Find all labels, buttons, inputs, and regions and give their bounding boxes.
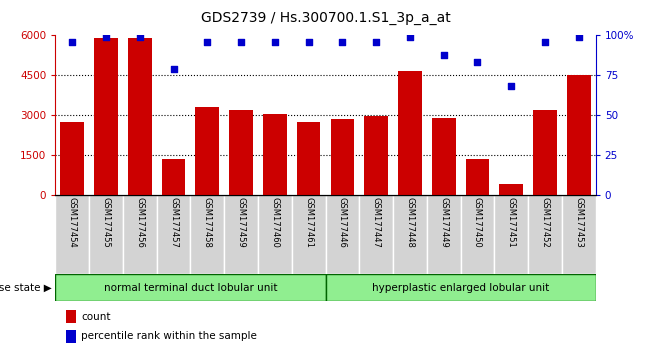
Bar bbox=[195, 107, 219, 195]
Text: hyperplastic enlarged lobular unit: hyperplastic enlarged lobular unit bbox=[372, 282, 549, 293]
Bar bbox=[123, 195, 157, 274]
Text: GDS2739 / Hs.300700.1.S1_3p_a_at: GDS2739 / Hs.300700.1.S1_3p_a_at bbox=[201, 11, 450, 25]
Text: GSM177460: GSM177460 bbox=[270, 197, 279, 248]
Bar bbox=[359, 195, 393, 274]
Text: GSM177451: GSM177451 bbox=[506, 197, 516, 248]
Bar bbox=[393, 195, 427, 274]
Bar bbox=[61, 122, 84, 195]
Bar bbox=[365, 116, 388, 195]
Bar bbox=[326, 195, 359, 274]
Text: GSM177452: GSM177452 bbox=[540, 197, 549, 248]
Point bbox=[303, 39, 314, 45]
Bar bbox=[499, 184, 523, 195]
Bar bbox=[66, 310, 76, 323]
Bar bbox=[432, 118, 456, 195]
Bar bbox=[258, 195, 292, 274]
Text: GSM177446: GSM177446 bbox=[338, 197, 347, 248]
Text: GSM177456: GSM177456 bbox=[135, 197, 145, 248]
Text: count: count bbox=[81, 312, 111, 322]
Point bbox=[439, 52, 449, 57]
Point bbox=[202, 39, 212, 45]
Bar bbox=[461, 195, 494, 274]
Bar bbox=[326, 274, 596, 301]
Text: GSM177461: GSM177461 bbox=[304, 197, 313, 248]
Text: GSM177455: GSM177455 bbox=[102, 197, 111, 248]
Point bbox=[101, 34, 111, 40]
Bar bbox=[533, 110, 557, 195]
Bar bbox=[567, 75, 590, 195]
Point bbox=[135, 34, 145, 40]
Bar bbox=[89, 195, 123, 274]
Point bbox=[472, 59, 482, 65]
Bar bbox=[191, 195, 224, 274]
Text: normal terminal duct lobular unit: normal terminal duct lobular unit bbox=[104, 282, 277, 293]
Bar bbox=[229, 110, 253, 195]
Bar bbox=[55, 195, 89, 274]
Bar bbox=[94, 38, 118, 195]
Point bbox=[67, 39, 77, 45]
Bar bbox=[66, 330, 76, 343]
Bar bbox=[398, 71, 422, 195]
Bar bbox=[292, 195, 326, 274]
Text: GSM177459: GSM177459 bbox=[236, 197, 245, 248]
Point bbox=[506, 84, 516, 89]
Point bbox=[169, 66, 179, 72]
Text: disease state ▶: disease state ▶ bbox=[0, 282, 52, 293]
Text: percentile rank within the sample: percentile rank within the sample bbox=[81, 331, 257, 341]
Bar bbox=[128, 38, 152, 195]
Bar bbox=[263, 114, 286, 195]
Bar bbox=[528, 195, 562, 274]
Point bbox=[270, 39, 280, 45]
Point bbox=[371, 39, 381, 45]
Bar bbox=[55, 274, 325, 301]
Text: GSM177457: GSM177457 bbox=[169, 197, 178, 248]
Point bbox=[236, 39, 246, 45]
Point bbox=[574, 34, 584, 40]
Bar bbox=[297, 122, 320, 195]
Text: GSM177454: GSM177454 bbox=[68, 197, 77, 248]
Bar bbox=[465, 159, 490, 195]
Bar bbox=[224, 195, 258, 274]
Text: GSM177449: GSM177449 bbox=[439, 197, 448, 248]
Bar bbox=[562, 195, 596, 274]
Bar bbox=[427, 195, 461, 274]
Text: GSM177447: GSM177447 bbox=[372, 197, 381, 248]
Text: GSM177448: GSM177448 bbox=[406, 197, 415, 248]
Bar bbox=[161, 159, 186, 195]
Bar bbox=[331, 119, 354, 195]
Point bbox=[337, 39, 348, 45]
Point bbox=[540, 39, 550, 45]
Bar bbox=[494, 195, 528, 274]
Text: GSM177450: GSM177450 bbox=[473, 197, 482, 248]
Bar bbox=[157, 195, 191, 274]
Text: GSM177453: GSM177453 bbox=[574, 197, 583, 248]
Point bbox=[405, 34, 415, 40]
Text: GSM177458: GSM177458 bbox=[203, 197, 212, 248]
